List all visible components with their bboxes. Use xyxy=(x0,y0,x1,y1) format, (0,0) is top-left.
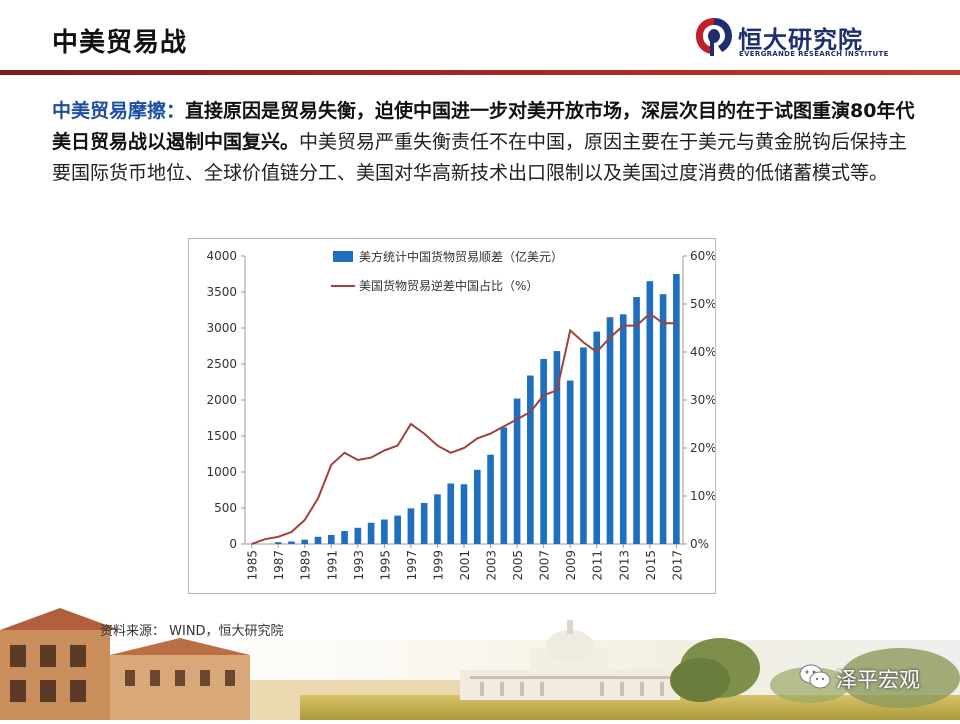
intro-bold-text: 直接原因是贸易失衡，迫使中国进一步对美开放市场，深层次目的在于试图重演80年代美… xyxy=(52,100,915,153)
bar-2006 xyxy=(527,375,534,544)
x-tick-label: 1995 xyxy=(378,550,392,581)
bar-1991 xyxy=(327,535,335,544)
bar-1998 xyxy=(420,502,428,544)
intro-keyword: 中美贸易摩擦： xyxy=(52,100,186,122)
bar-2013 xyxy=(619,314,627,544)
x-tick-label: 2003 xyxy=(485,550,499,581)
x-tick-label: 2011 xyxy=(591,550,605,581)
evergrande-logo-icon xyxy=(696,18,732,56)
bar-2005 xyxy=(513,398,521,544)
bar-2011 xyxy=(593,331,601,544)
right-tick-label: 0% xyxy=(690,537,709,551)
share-line xyxy=(251,312,677,545)
bar-1992 xyxy=(341,531,348,544)
x-tick-label: 2015 xyxy=(644,550,658,581)
left-tick-label: 0 xyxy=(229,537,237,551)
bar-2008 xyxy=(553,351,561,544)
bar-2010 xyxy=(580,347,587,544)
x-tick-label: 1987 xyxy=(272,550,286,581)
x-tick-label: 2013 xyxy=(617,550,631,581)
footer-scenery xyxy=(0,600,960,720)
bar-2009 xyxy=(566,380,574,544)
bar-2003 xyxy=(487,454,494,544)
bar-1987 xyxy=(274,542,282,544)
bar-1994 xyxy=(367,522,375,544)
source-note: 资料来源： WIND，恒大研究院 xyxy=(100,624,284,639)
left-tick-label: 2000 xyxy=(206,393,237,407)
right-tick-label: 50% xyxy=(690,297,715,311)
header-divider xyxy=(0,70,960,75)
bar-2014 xyxy=(633,297,640,544)
x-tick-label: 2009 xyxy=(564,550,578,581)
left-tick-label: 3500 xyxy=(206,285,237,299)
bar-1999 xyxy=(434,494,441,544)
page-title: 中美贸易战 xyxy=(52,28,188,58)
left-tick-label: 2500 xyxy=(206,357,237,371)
x-tick-label: 1993 xyxy=(352,550,366,581)
bar-2000 xyxy=(447,483,455,544)
x-tick-label: 2005 xyxy=(511,550,525,581)
bar-1993 xyxy=(354,527,362,544)
bar-2017 xyxy=(673,274,680,544)
chart-container: 0 500 1000 1500 2000 2500 3000 3500 4000 0% 10% 20%… xyxy=(188,238,717,594)
logo: 恒大研究院 EVERGRANDE RESEARCH INSTITUTE xyxy=(694,14,894,64)
x-tick-label: 1991 xyxy=(325,550,339,581)
right-tick-label: 60% xyxy=(690,249,715,263)
watermark-text: 泽平宏观 xyxy=(836,668,920,692)
intro-paragraph: 中美贸易摩擦：直接原因是贸易失衡，迫使中国进一步对美开放市场，深层次目的在于试图… xyxy=(52,96,922,189)
logo-subtitle: EVERGRANDE RESEARCH INSTITUTE xyxy=(739,50,889,58)
building-scenery-image xyxy=(0,608,960,720)
left-tick-label: 1500 xyxy=(206,429,237,443)
legend-line-label: 美国货物贸易逆差中国占比（%） xyxy=(359,278,538,293)
trade-surplus-chart: 0 500 1000 1500 2000 2500 3000 3500 4000 0% 10% 20%… xyxy=(206,249,716,581)
x-tick-label: 2001 xyxy=(458,550,472,581)
right-tick-label: 10% xyxy=(690,489,715,503)
x-tick-label: 1985 xyxy=(246,550,260,581)
bar-2012 xyxy=(606,317,614,544)
left-tick-label: 3000 xyxy=(206,321,237,335)
bar-1989 xyxy=(301,539,309,544)
right-tick-label: 40% xyxy=(690,345,715,359)
bar-1990 xyxy=(314,536,322,544)
bar-2015 xyxy=(646,281,654,544)
bar-2001 xyxy=(460,484,468,544)
watermark: 泽平宏观 xyxy=(798,660,948,696)
bar-1996 xyxy=(394,515,401,544)
left-tick-label: 1000 xyxy=(206,465,237,479)
left-tick-label: 4000 xyxy=(206,249,237,263)
bar-1995 xyxy=(381,519,388,544)
wechat-icon xyxy=(799,664,831,689)
x-tick-label: 1989 xyxy=(299,550,313,581)
x-tick-label: 2017 xyxy=(670,550,684,581)
legend-bar-swatch xyxy=(333,251,353,262)
x-tick-label: 1997 xyxy=(405,550,419,581)
bar-1997 xyxy=(407,508,415,544)
x-tick-label: 2007 xyxy=(538,550,552,581)
x-tick-label: 1999 xyxy=(431,550,445,581)
right-tick-label: 20% xyxy=(690,441,715,455)
legend-bar-label: 美方统计中国货物贸易顺差（亿美元） xyxy=(359,249,563,264)
bar-2007 xyxy=(540,358,547,544)
bar-2004 xyxy=(500,427,508,544)
intro-body-text: 中美贸易严重失衡责任不在中国，原因主要在于美元与黄金脱钩后保持主要国际货币地位、… xyxy=(52,131,908,184)
bar-1988 xyxy=(288,541,295,544)
bar-2002 xyxy=(473,469,481,544)
right-tick-label: 30% xyxy=(690,393,715,407)
bar-2016 xyxy=(659,294,667,544)
left-tick-label: 500 xyxy=(214,501,237,515)
slide-header: 中美贸易战 恒大研究院 EVERGRANDE RESEARCH INSTITUT… xyxy=(0,0,960,76)
logo-name: 恒大研究院 xyxy=(738,26,863,54)
